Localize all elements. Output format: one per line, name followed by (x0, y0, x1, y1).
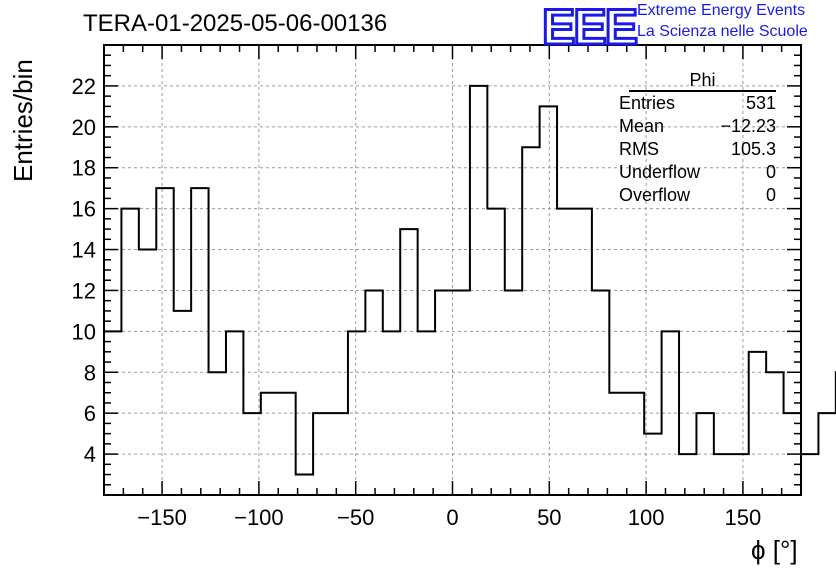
histogram-bin (453, 290, 470, 495)
histogram-bin (557, 209, 574, 495)
histogram-bin (731, 454, 748, 495)
histogram-bin (818, 413, 835, 495)
histogram-bin (522, 147, 539, 495)
histogram-bin (365, 290, 382, 495)
histogram-bin (209, 372, 226, 495)
y-tick-label: 6 (84, 401, 96, 426)
stats-title: Phi (629, 70, 776, 92)
brand-line-2: La Scienza nelle Scuole (637, 23, 808, 40)
stats-label: Mean (619, 116, 665, 136)
x-tick-label: 50 (537, 505, 561, 530)
x-axis-label: ϕ [°] (751, 535, 798, 565)
histogram-bin (487, 209, 504, 495)
histogram-bin (156, 188, 173, 495)
stats-label: RMS (619, 139, 659, 159)
stats-row-underflow: Underflow 0 (611, 161, 776, 184)
histogram-bin (191, 188, 208, 495)
x-tick-label: −100 (234, 505, 284, 530)
y-tick-label: 4 (84, 442, 96, 467)
histogram-bin (278, 393, 295, 495)
stats-row-overflow: Overflow 0 (611, 184, 776, 207)
histogram-bin (383, 331, 400, 495)
x-tick-label: −150 (137, 505, 187, 530)
histogram-bin (435, 290, 452, 495)
stats-value: 531 (745, 93, 776, 113)
stats-row-mean: Mean −12.23 (611, 115, 776, 138)
histogram-bin (574, 209, 591, 495)
histogram-bin (418, 331, 435, 495)
stats-value: 0 (765, 162, 776, 182)
histogram-bin (174, 311, 191, 495)
y-tick-label: 12 (72, 278, 96, 303)
y-tick-label: 16 (72, 197, 96, 222)
y-tick-label: 10 (72, 319, 96, 344)
y-tick-label: 22 (72, 74, 96, 99)
stats-label: Overflow (619, 185, 691, 205)
histogram-bin (627, 393, 644, 495)
histogram-bin (609, 393, 626, 495)
histogram-bin (679, 454, 696, 495)
stats-label: Underflow (619, 162, 701, 182)
x-tick-label: 100 (628, 505, 665, 530)
histogram-bin (714, 454, 731, 495)
histogram-bin (226, 331, 243, 495)
histogram-bin (801, 454, 818, 495)
y-tick-label: 20 (72, 115, 96, 140)
stats-row-rms: RMS 105.3 (611, 138, 776, 161)
histogram-bin (261, 393, 278, 495)
y-tick-label: 18 (72, 156, 96, 181)
stats-value: 0 (765, 185, 776, 205)
chart-title: TERA-01-2025-05-06-00136 (83, 10, 388, 37)
stats-value: 105.3 (730, 139, 776, 159)
x-tick-label: −50 (337, 505, 374, 530)
x-tick-label: 0 (446, 505, 458, 530)
histogram-bin (766, 372, 783, 495)
histogram-bin (749, 352, 766, 495)
stats-label: Entries (619, 93, 676, 113)
histogram-bin (505, 290, 522, 495)
stats-row-entries: Entries 531 (611, 92, 776, 115)
histogram-bin (540, 106, 557, 495)
stats-value: −12.23 (720, 116, 776, 136)
y-tick-label: 14 (72, 238, 96, 263)
y-axis-label: Entries/bin (8, 59, 38, 182)
histogram-bin (592, 290, 609, 495)
y-tick-label: 8 (84, 360, 96, 385)
stats-box: Phi Entries 531 Mean −12.23 RMS 105.3 Un… (611, 70, 776, 207)
x-tick-label: 150 (725, 505, 762, 530)
histogram-bin (121, 209, 138, 495)
histogram-bin (400, 229, 417, 495)
brand-line-1: Extreme Energy Events (637, 2, 806, 19)
eee-logo: EEE (540, 0, 639, 57)
